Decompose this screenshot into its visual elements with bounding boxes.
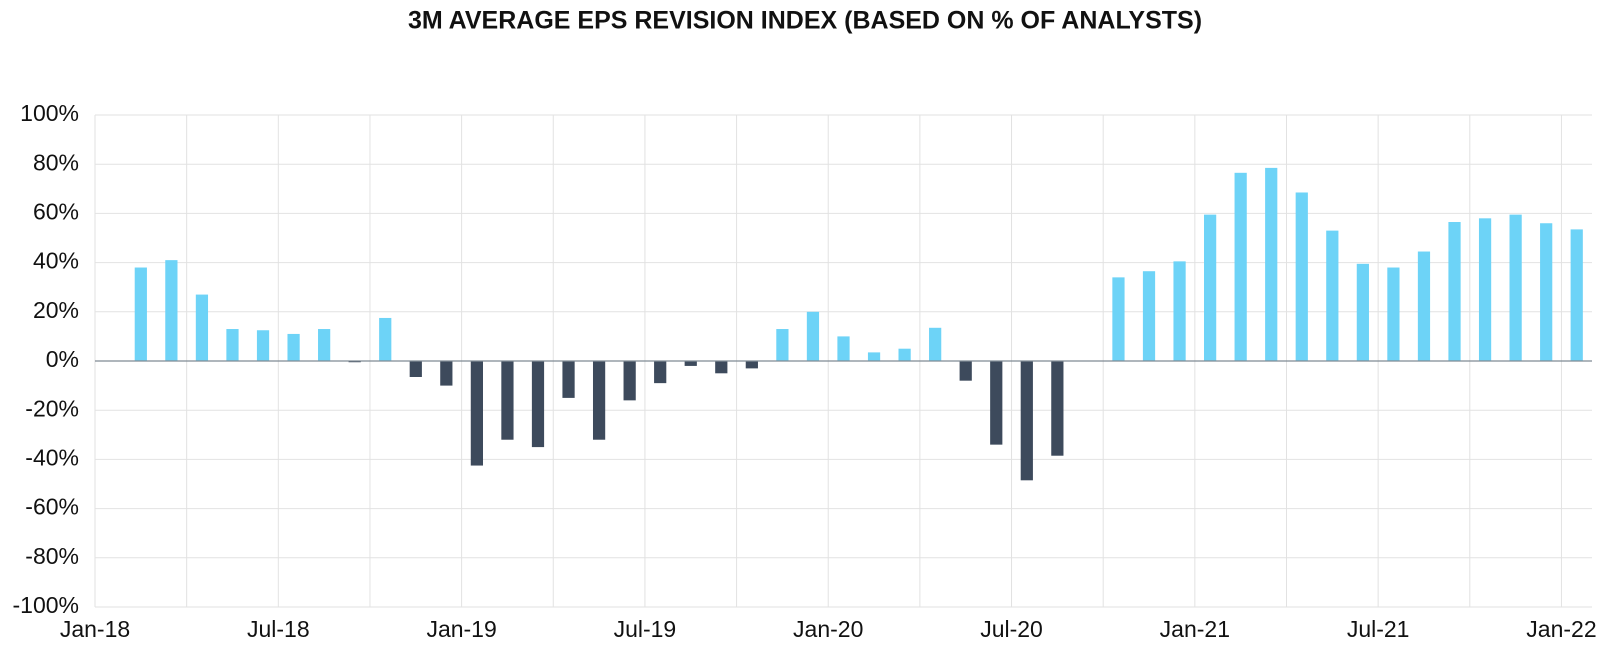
bar (654, 361, 667, 384)
bar (1387, 267, 1400, 361)
bar (929, 327, 942, 361)
chart-title: 3M AVERAGE EPS REVISION INDEX (BASED ON … (408, 7, 1202, 35)
bar (898, 348, 911, 361)
bar (1112, 277, 1125, 361)
bar (1417, 251, 1431, 361)
bar (1448, 222, 1461, 361)
bar (1173, 261, 1186, 361)
bar (348, 361, 361, 363)
bar (1509, 214, 1522, 361)
bar (1051, 361, 1064, 456)
bar (1295, 192, 1308, 361)
bar (1204, 214, 1217, 361)
x-tick-label: Jul-18 (247, 616, 310, 642)
bar (440, 361, 453, 386)
bar (1540, 223, 1553, 361)
bar (379, 317, 392, 361)
bar (1326, 230, 1339, 361)
bar (684, 361, 697, 366)
bar (1142, 271, 1156, 361)
bar (990, 361, 1003, 445)
bar (1234, 172, 1247, 361)
y-tick-label: -60% (25, 494, 79, 520)
y-tick-label: -20% (25, 395, 79, 421)
x-tick-label: Jul-21 (1347, 616, 1410, 642)
y-tick-label: 100% (20, 100, 79, 126)
bar (623, 361, 636, 401)
bar (592, 361, 606, 440)
bar (562, 361, 575, 398)
bar (531, 361, 545, 448)
bar (1020, 361, 1033, 481)
y-tick-label: 40% (33, 248, 79, 274)
x-tick-label: Jan-18 (60, 616, 130, 642)
x-tick-label: Jan-20 (793, 616, 863, 642)
bar (1265, 167, 1278, 361)
x-tick-label: Jul-19 (614, 616, 677, 642)
bar (501, 361, 514, 440)
x-tick-label: Jan-19 (426, 616, 496, 642)
x-tick-label: Jan-22 (1526, 616, 1596, 642)
bar (1356, 263, 1369, 361)
y-tick-label: -80% (25, 543, 79, 569)
bar (1570, 229, 1583, 361)
y-tick-label: -100% (13, 592, 79, 618)
y-tick-label: -40% (25, 444, 79, 470)
y-tick-label: 20% (33, 297, 79, 323)
bar (867, 352, 881, 361)
bar (195, 294, 209, 361)
bar (409, 361, 422, 377)
y-tick-label: 60% (33, 198, 79, 224)
bar (776, 329, 789, 361)
bar (745, 361, 758, 369)
x-tick-label: Jan-21 (1160, 616, 1230, 642)
bar (470, 361, 483, 466)
bar (226, 329, 239, 361)
bar (959, 361, 972, 381)
x-tick-label: Jul-20 (980, 616, 1043, 642)
bar (165, 260, 178, 361)
bar (1478, 218, 1492, 361)
bar (715, 361, 728, 374)
y-tick-label: 80% (33, 149, 79, 175)
bar (287, 333, 300, 361)
bar (318, 329, 331, 361)
bar (134, 267, 147, 361)
bar (256, 330, 270, 361)
bar (837, 336, 850, 361)
y-tick-label: 0% (46, 346, 79, 372)
bar (806, 311, 820, 361)
